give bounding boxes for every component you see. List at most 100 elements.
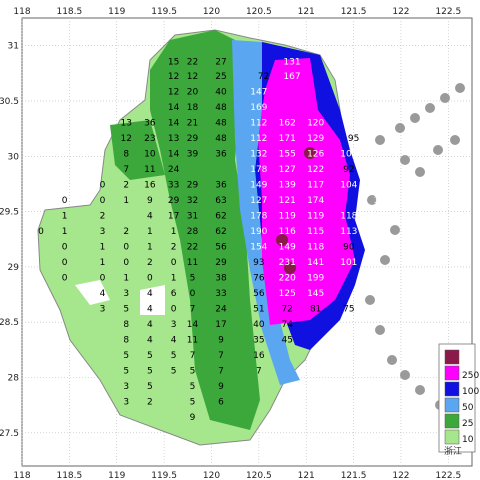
rainfall-value: 112 <box>250 119 267 129</box>
rainfall-value: 17 <box>215 320 226 330</box>
rainfall-value: 48 <box>215 119 227 129</box>
rainfall-value: 7 <box>218 366 224 376</box>
island <box>425 103 435 113</box>
rainfall-value: 8 <box>123 320 129 330</box>
rainfall-value: 7 <box>256 366 262 376</box>
legend-label: 10 <box>462 435 474 445</box>
extreme-spot <box>276 234 288 246</box>
rainfall-value: 1 <box>147 227 153 237</box>
rainfall-value: 4 <box>147 320 153 330</box>
rainfall-value: 0 <box>123 258 129 268</box>
rainfall-value: 167 <box>283 72 300 82</box>
rainfall-value: 29 <box>187 181 199 191</box>
rainfall-value: 29 <box>215 258 227 268</box>
rainfall-value: 1 <box>100 258 106 268</box>
lon-tick-bottom: 122.5 <box>435 471 461 480</box>
rainfall-value: 14 <box>168 119 180 129</box>
island <box>415 167 425 177</box>
rainfall-value: 72 <box>282 304 293 314</box>
rainfall-value: 0 <box>100 273 106 283</box>
rainfall-value: 76 <box>253 273 265 283</box>
rainfall-value: 231 <box>279 258 296 268</box>
rainfall-value: 4 <box>171 335 177 345</box>
lon-tick-top: 118 <box>13 7 30 17</box>
rainfall-value: 139 <box>279 181 296 191</box>
rainfall-value: 45 <box>282 335 293 345</box>
rainfall-value: 16 <box>253 351 265 361</box>
rainfall-value: 16 <box>144 181 156 191</box>
rainfall-value: 4 <box>147 212 153 222</box>
rainfall-value: 169 <box>250 103 267 113</box>
rainfall-value: 5 <box>123 366 129 376</box>
lon-tick-bottom: 120.5 <box>246 471 272 480</box>
rainfall-value: 118 <box>307 242 324 252</box>
rainfall-value: 36 <box>215 150 227 160</box>
rainfall-value: 9 <box>218 335 224 345</box>
rainfall-value: 3 <box>123 289 129 299</box>
legend: 250 100 50 25 10 <box>438 343 479 453</box>
rainfall-value: 5 <box>190 366 196 376</box>
rainfall-value: 74 <box>282 320 294 330</box>
rainfall-value: 48 <box>215 134 227 144</box>
rainfall-value: 36 <box>215 181 227 191</box>
gap-area <box>140 285 165 315</box>
rainfall-value: 2 <box>100 212 106 222</box>
rainfall-value: 171 <box>279 134 296 144</box>
rainfall-value: 104 <box>373 212 390 222</box>
lon-tick-top: 121.5 <box>341 7 367 17</box>
rainfall-value: 14 <box>168 150 180 160</box>
band-25 <box>110 120 165 180</box>
lon-tick-bottom: 119 <box>108 471 125 480</box>
rainfall-value: 145 <box>307 289 324 299</box>
rainfall-value: 51 <box>253 304 264 314</box>
lat-tick: 28.5 <box>0 318 19 328</box>
rainfall-value: 4 <box>100 289 106 299</box>
rainfall-value: 13 <box>120 119 131 129</box>
rainfall-value: 0 <box>171 304 177 314</box>
rainfall-value: 112 <box>250 134 267 144</box>
lat-tick: 29.5 <box>0 208 19 218</box>
rainfall-value: 31 <box>187 212 198 222</box>
legend-swatch <box>444 381 460 397</box>
rainfall-value: 33 <box>168 181 179 191</box>
rainfall-value: 8 <box>123 335 129 345</box>
rainfall-value: 178 <box>250 165 267 175</box>
rainfall-value: 101 <box>340 258 357 268</box>
lon-tick-top: 119.5 <box>151 7 177 17</box>
legend-label: 50 <box>462 403 474 413</box>
map-frame <box>21 17 473 467</box>
rainfall-value: 155 <box>279 150 296 160</box>
lat-tick: 28 <box>8 374 20 384</box>
rainfall-value: 5 <box>147 382 153 392</box>
gap-area <box>75 280 110 305</box>
rainfall-value: 0 <box>123 242 129 252</box>
lon-tick-top: 122 <box>392 7 409 17</box>
rainfall-value: 5 <box>147 351 153 361</box>
rainfall-value: 27 <box>215 58 226 68</box>
extreme-spot <box>284 262 296 274</box>
rainfall-value: 23 <box>144 134 155 144</box>
rainfall-value: 5 <box>171 351 177 361</box>
rainfall-value: 62 <box>215 227 226 237</box>
rainfall-value: 0 <box>100 181 106 191</box>
rainfall-value: 1 <box>123 196 129 206</box>
lat-tick: 27.5 <box>0 429 19 439</box>
rainfall-value: 18 <box>187 103 199 113</box>
island <box>450 135 460 145</box>
rainfall-value: 220 <box>279 273 296 283</box>
lon-tick-bottom: 121 <box>298 471 315 480</box>
rainfall-value: 116 <box>279 227 296 237</box>
rainfall-value: 11 <box>187 335 198 345</box>
island <box>395 123 405 133</box>
legend-swatch <box>444 349 460 365</box>
rainfall-value: 11 <box>187 258 198 268</box>
latitude-tick-labels: 31 30.5 30 29.5 29 28.5 28 27.5 <box>0 42 19 439</box>
lon-tick-bottom: 120 <box>203 471 220 480</box>
rainfall-value: 154 <box>250 242 267 252</box>
lon-tick-top: 119 <box>108 7 125 17</box>
rainfall-value: 5 <box>190 273 196 283</box>
lon-tick-top: 120.5 <box>246 7 272 17</box>
rainfall-value: 149 <box>250 181 267 191</box>
rainfall-value: 3 <box>100 227 106 237</box>
island <box>415 385 425 395</box>
